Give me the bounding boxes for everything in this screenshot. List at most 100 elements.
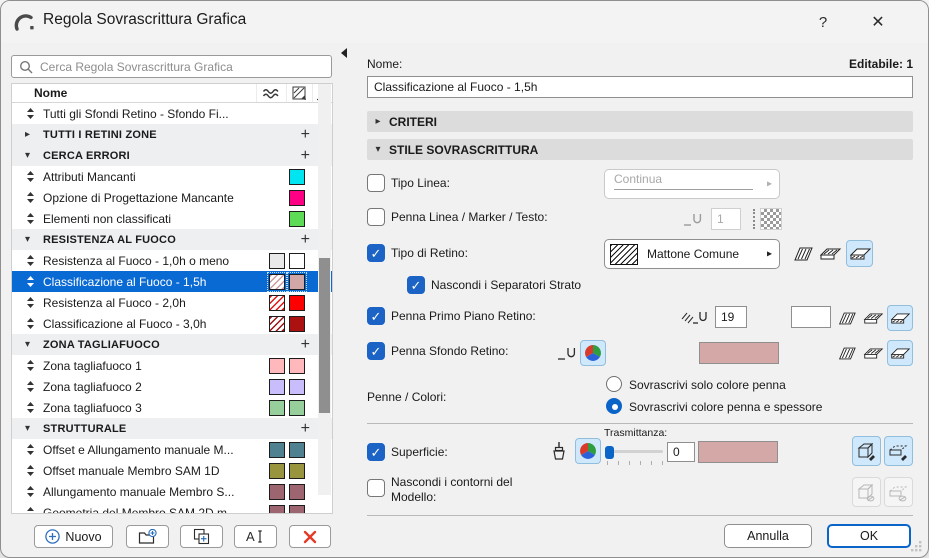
drag-handle-icon[interactable] [24, 297, 36, 308]
drag-handle-icon[interactable] [24, 255, 36, 266]
rule-row[interactable]: Tutti gli Sfondi Retino - Sfondo Fi... [12, 103, 332, 124]
collapse-icon[interactable]: ▾ [25, 339, 31, 350]
radio-colore-spessore-label[interactable]: Sovrascrivi colore penna e spessore [629, 400, 823, 414]
search-input[interactable] [38, 58, 331, 75]
rename-button[interactable]: A [234, 525, 277, 548]
slider-handle[interactable] [605, 446, 614, 459]
pen-number-input[interactable] [711, 208, 741, 230]
rule-row[interactable]: Classificazione al Fuoco - 3,0h [12, 313, 332, 334]
surface-color-swatch[interactable] [698, 441, 778, 463]
rule-row[interactable]: Offset e Allungamento manuale M... [12, 439, 332, 460]
ok-button[interactable]: OK [827, 524, 911, 548]
drag-handle-icon[interactable] [24, 171, 36, 182]
drag-handle-icon[interactable] [24, 192, 36, 203]
surface-color-picker-button[interactable] [575, 438, 601, 464]
list-scrollbar[interactable] [318, 84, 331, 495]
collapse-icon[interactable]: ▾ [25, 234, 31, 245]
add-rule-to-group-icon[interactable]: + [300, 146, 310, 164]
rule-row[interactable]: Resistenza al Fuoco - 1,0h o meno [12, 250, 332, 271]
penna-sfondo-checkbox[interactable]: ✓ [367, 342, 385, 360]
radio-colore-spessore[interactable] [606, 398, 622, 414]
rule-row[interactable]: Classificazione al Fuoco - 1,5h [12, 271, 332, 292]
resize-grip[interactable] [910, 540, 923, 553]
drag-handle-icon[interactable] [24, 213, 36, 224]
section-criteri[interactable]: ▸ CRITERI [367, 111, 913, 132]
override-3d-elements-button[interactable] [852, 436, 881, 466]
tipo-retino-checkbox[interactable]: ✓ [367, 244, 385, 262]
new-rule-button[interactable]: Nuovo [34, 525, 113, 548]
rule-row[interactable]: Elementi non classificati [12, 208, 332, 229]
rule-group-row[interactable]: ▸ TUTTI I RETINI ZONE + [12, 124, 332, 145]
close-button[interactable]: ✕ [871, 14, 885, 31]
trasmittanza-input[interactable] [667, 442, 695, 462]
expand-icon[interactable]: ▸ [25, 129, 31, 140]
cover-fill-button[interactable] [860, 341, 885, 365]
line-type-dropdown[interactable]: Continua ▸ [604, 169, 780, 199]
drafting-fill-button[interactable] [833, 341, 858, 365]
drafting-fill-button[interactable] [833, 306, 858, 330]
drag-handle-icon[interactable] [24, 276, 36, 287]
penna-primo-piano-checkbox[interactable]: ✓ [367, 307, 385, 325]
cut-fill-button[interactable] [887, 305, 913, 331]
slider-track[interactable] [605, 450, 663, 453]
tipo-linea-checkbox[interactable]: ✓ [367, 174, 385, 192]
rule-group-row[interactable]: ▾ CERCA ERRORI + [12, 145, 332, 166]
rule-group-row[interactable]: ▾ ZONA TAGLIAFUOCO + [12, 334, 332, 355]
radio-solo-colore[interactable] [606, 376, 622, 392]
splitter-collapse-icon[interactable] [341, 48, 347, 58]
color-picker-button[interactable] [580, 340, 606, 366]
name-column-header[interactable]: Nome [34, 86, 68, 100]
help-button[interactable]: ? [818, 13, 828, 31]
radio-solo-colore-label[interactable]: Sovrascrivi solo colore penna [629, 378, 786, 392]
cover-fill-button[interactable] [817, 241, 843, 267]
fill-type-dropdown[interactable]: Mattone Comune ▸ [604, 239, 780, 269]
trasmittanza-slider[interactable] [605, 446, 665, 465]
collapse-icon[interactable]: ▾ [25, 150, 31, 161]
rule-row[interactable]: Zona tagliafuoco 3 [12, 397, 332, 418]
scrollbar-thumb[interactable] [319, 258, 330, 413]
duplicate-button[interactable] [180, 525, 223, 548]
superficie-checkbox[interactable]: ✓ [367, 443, 385, 461]
add-rule-to-group-icon[interactable]: + [300, 125, 310, 143]
rule-row[interactable]: Allungamento manuale Membro S... [12, 481, 332, 502]
drag-handle-icon[interactable] [24, 444, 36, 455]
foreground-pen-swatch[interactable] [791, 306, 831, 328]
rule-group-row[interactable]: ▾ STRUTTURALE + [12, 418, 332, 439]
cover-fill-button[interactable] [860, 306, 885, 330]
new-folder-button[interactable] [126, 525, 169, 548]
drag-handle-icon[interactable] [24, 108, 36, 119]
drag-handle-icon[interactable] [24, 360, 36, 371]
add-rule-to-group-icon[interactable]: + [300, 230, 310, 248]
delete-button[interactable] [289, 525, 331, 548]
drafting-fill-button[interactable] [789, 241, 815, 267]
rule-row[interactable]: Attributi Mancanti [12, 166, 332, 187]
rule-group-row[interactable]: ▾ RESISTENZA AL FUOCO + [12, 229, 332, 250]
drag-handle-icon[interactable] [24, 486, 36, 497]
pen-color-swatch[interactable] [760, 208, 782, 230]
drag-handle-icon[interactable] [24, 318, 36, 329]
cut-fill-button[interactable] [887, 340, 913, 366]
add-rule-to-group-icon[interactable]: + [300, 335, 310, 353]
collapse-icon[interactable]: ▾ [25, 423, 31, 434]
rule-row[interactable]: Offset manuale Membro SAM 1D [12, 460, 332, 481]
background-pen-swatch[interactable] [699, 342, 779, 364]
rule-name-input[interactable] [367, 76, 913, 98]
nascondi-separatori-checkbox[interactable]: ✓ [407, 276, 425, 294]
add-rule-to-group-icon[interactable]: + [300, 419, 310, 437]
cancel-button[interactable]: Annulla [724, 524, 812, 548]
rule-row[interactable]: Opzione di Progettazione Mancante [12, 187, 332, 208]
drag-handle-icon[interactable] [24, 507, 36, 513]
penna-linea-checkbox[interactable]: ✓ [367, 208, 385, 226]
override-surfaces-button[interactable] [884, 436, 913, 466]
section-stile-sovrascrittura[interactable]: ▾ STILE SOVRASCRITTURA [367, 139, 913, 160]
drag-handle-icon[interactable] [24, 402, 36, 413]
foreground-pen-input[interactable] [715, 306, 747, 328]
cut-fill-button[interactable] [846, 240, 873, 267]
rule-row[interactable]: Zona tagliafuoco 2 [12, 376, 332, 397]
drag-handle-icon[interactable] [24, 465, 36, 476]
rule-row[interactable]: Geometria del Membro SAM 2D m... [12, 502, 332, 513]
rule-row[interactable]: Resistenza al Fuoco - 2,0h [12, 292, 332, 313]
rule-row[interactable]: Zona tagliafuoco 1 [12, 355, 332, 376]
drag-handle-icon[interactable] [24, 381, 36, 392]
nascondi-contorni-checkbox[interactable]: ✓ [367, 479, 385, 497]
